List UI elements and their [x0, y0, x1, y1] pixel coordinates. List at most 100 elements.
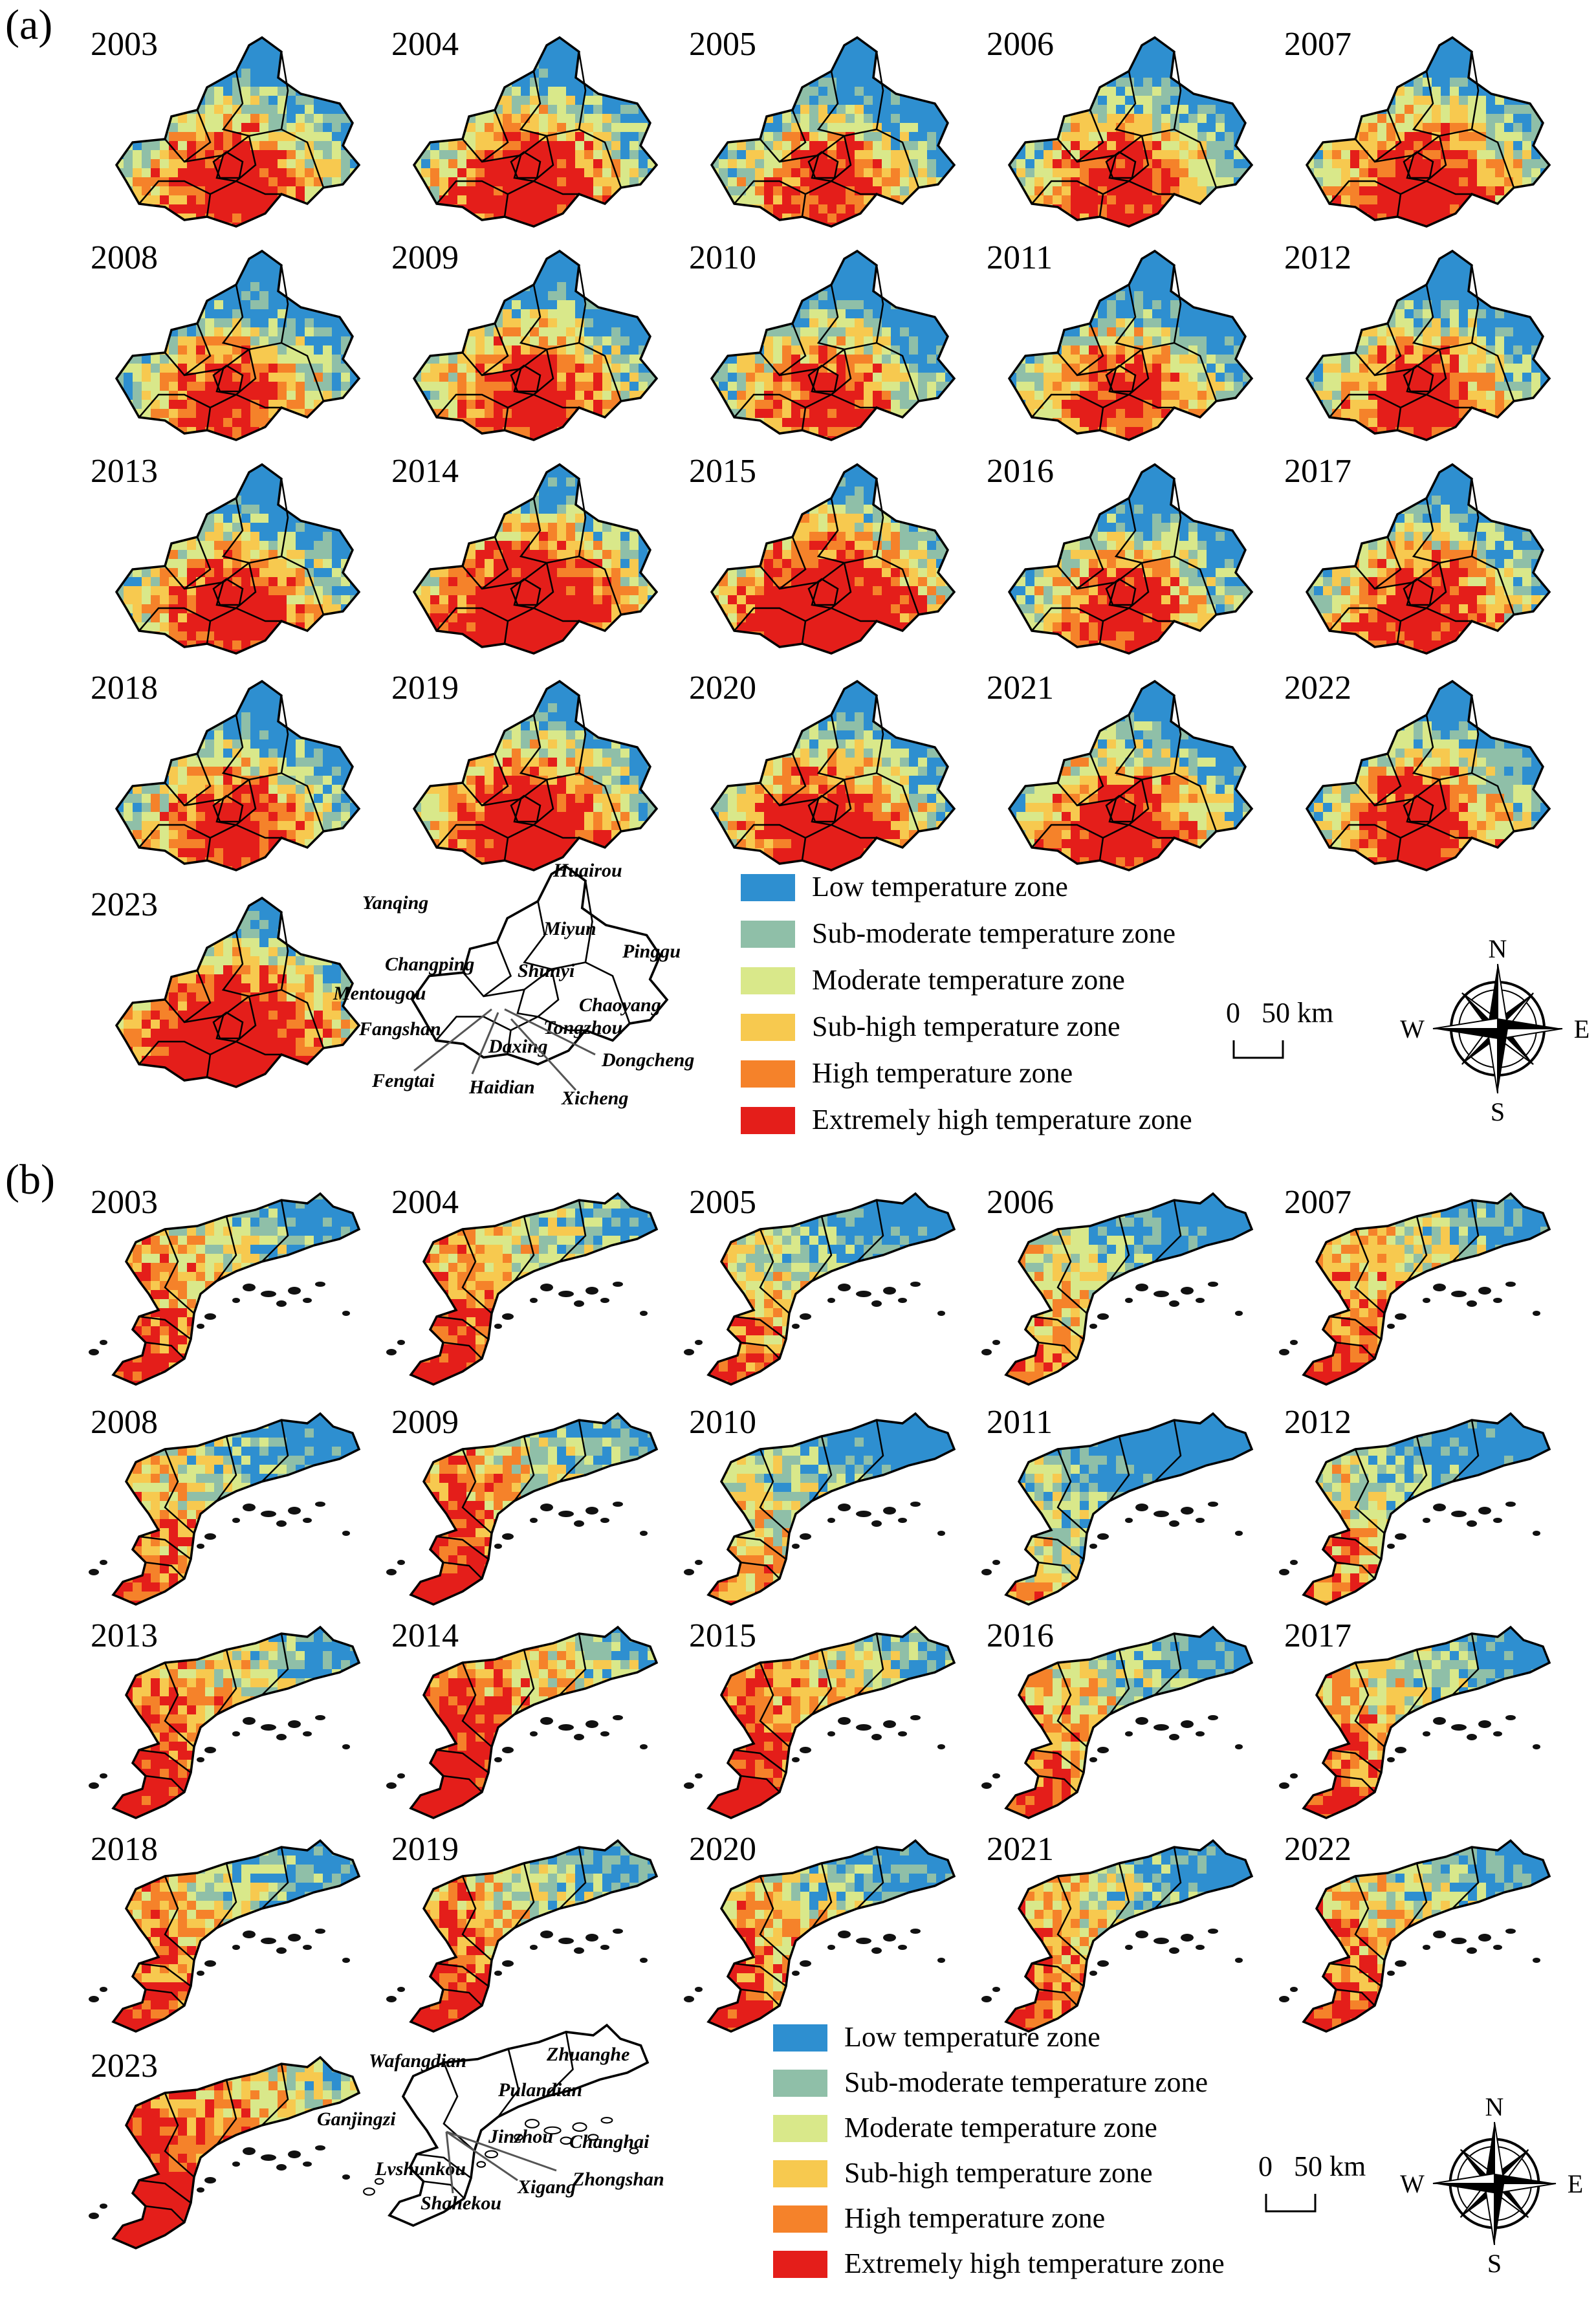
- district-label: Changhai: [569, 2131, 650, 2152]
- year-label: 2010: [689, 239, 756, 276]
- district-label: Lvshunkou: [375, 2158, 466, 2180]
- year-label: 2003: [91, 26, 158, 63]
- island: [1423, 1731, 1430, 1736]
- region-outline: [409, 1412, 659, 1606]
- district-boundary: [816, 284, 845, 351]
- island: [1181, 1507, 1194, 1515]
- island: [89, 1349, 99, 1355]
- legend-label: Moderate temperature zone: [812, 964, 1125, 996]
- district-boundary: [811, 562, 852, 609]
- island: [502, 1533, 514, 1540]
- district-boundary: [1108, 562, 1150, 609]
- district-boundary: [1114, 714, 1142, 781]
- year-label: 2021: [987, 1831, 1054, 1868]
- district-boundary: [1406, 349, 1447, 396]
- island: [684, 1349, 694, 1355]
- year-label: 2017: [1284, 1617, 1351, 1654]
- island: [574, 1520, 584, 1527]
- district-label: Ganjingzi: [317, 2108, 396, 2130]
- district-boundary: [443, 1341, 483, 1359]
- district-boundary: [1452, 1199, 1480, 1262]
- year-label: 2014: [391, 453, 459, 490]
- island: [585, 1507, 598, 1515]
- island: [838, 1931, 851, 1938]
- district-boundary: [184, 970, 212, 1023]
- island: [1089, 1544, 1097, 1549]
- island: [261, 1291, 276, 1297]
- district-boundary: [145, 1775, 185, 1793]
- island: [558, 1938, 574, 1944]
- island: [992, 1987, 1000, 1992]
- island: [1208, 1929, 1218, 1934]
- district-boundary: [740, 1988, 780, 2006]
- district-boundary: [216, 1436, 237, 1502]
- district-boundary: [779, 753, 807, 806]
- island: [1290, 1560, 1298, 1565]
- district-boundary: [184, 536, 212, 589]
- island: [1196, 1945, 1205, 1950]
- island: [1533, 1744, 1540, 1749]
- year-label: 2022: [1284, 1831, 1351, 1868]
- island: [540, 1931, 553, 1938]
- year-label: 2010: [689, 1404, 756, 1441]
- island: [1181, 1287, 1194, 1295]
- district-boundary: [436, 1749, 489, 1773]
- compass-w: W: [1400, 2169, 1425, 2198]
- urban-core-boundary: [807, 794, 839, 823]
- year-label: 2018: [91, 1831, 158, 1868]
- island: [1433, 1284, 1446, 1291]
- island: [1089, 1757, 1097, 1762]
- legend-label: Low temperature zone: [844, 2021, 1100, 2053]
- district-boundary: [145, 1341, 185, 1359]
- district-boundary: [436, 607, 508, 631]
- island: [303, 1731, 312, 1736]
- district-boundary: [857, 1199, 884, 1262]
- island: [1467, 1734, 1477, 1740]
- island: [1290, 1340, 1298, 1345]
- island: [856, 1511, 871, 1517]
- region-outline: [111, 1412, 361, 1606]
- district-boundary: [481, 323, 509, 376]
- island: [232, 1731, 240, 1736]
- district-boundary: [1329, 607, 1401, 631]
- island: [695, 1340, 703, 1345]
- year-label: 2012: [1284, 239, 1351, 276]
- island: [1235, 1958, 1243, 1963]
- island: [232, 1298, 240, 1303]
- district-boundary: [1109, 1863, 1130, 1929]
- island: [883, 1934, 896, 1942]
- district-boundary: [811, 135, 852, 182]
- region-outline: [111, 1625, 361, 1819]
- district-label: Wafangdian: [369, 2050, 466, 2072]
- island: [800, 1313, 811, 1320]
- island: [792, 1544, 800, 1549]
- island: [303, 1298, 312, 1303]
- year-label: 2018: [91, 670, 158, 706]
- island: [600, 1731, 609, 1736]
- district-boundary: [1452, 1633, 1480, 1696]
- year-label: 2006: [987, 26, 1054, 63]
- district-boundary: [216, 1649, 237, 1715]
- district-boundary: [1056, 1229, 1088, 1314]
- district-boundary: [215, 779, 257, 826]
- year-label: 2012: [1284, 1404, 1351, 1441]
- island: [1208, 1715, 1218, 1720]
- urban-core-boundary: [1403, 151, 1434, 179]
- island: [303, 2161, 312, 2167]
- island: [883, 1507, 896, 1515]
- island: [1097, 1533, 1109, 1540]
- district-label: Fangshan: [358, 1018, 441, 1040]
- island: [910, 1715, 921, 1720]
- island: [1089, 1324, 1097, 1329]
- district-boundary: [1031, 607, 1104, 631]
- island: [981, 1996, 992, 2002]
- island: [1097, 1747, 1109, 1753]
- compass-s: S: [1487, 2249, 1502, 2278]
- island: [792, 1757, 800, 1762]
- district-label: Jinzhou: [488, 2126, 553, 2147]
- island: [397, 1340, 405, 1345]
- district-boundary: [1374, 323, 1402, 376]
- district-boundary: [740, 1561, 780, 1579]
- island: [640, 1958, 648, 1963]
- district-boundary: [1056, 1876, 1088, 1961]
